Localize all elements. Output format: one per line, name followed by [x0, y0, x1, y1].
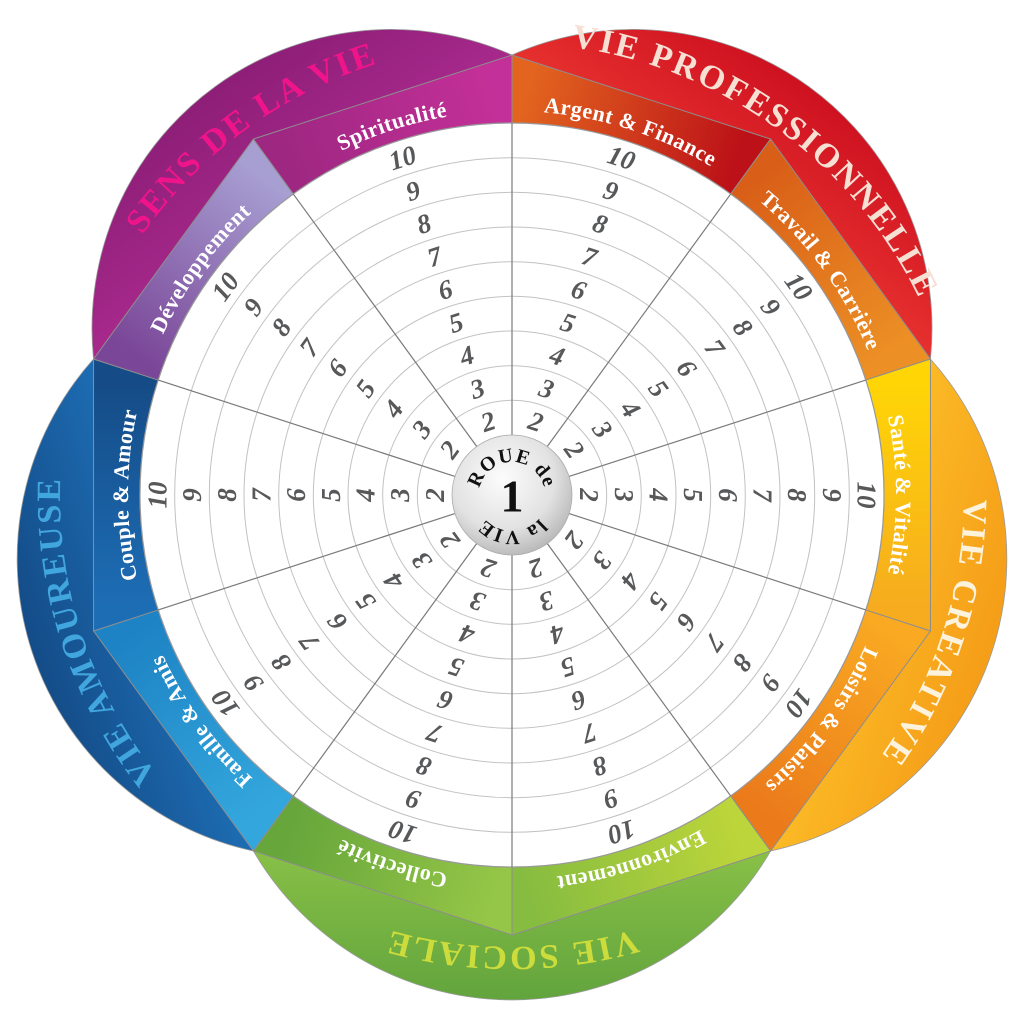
scale-number: 8	[782, 488, 812, 502]
scale-number: 2	[574, 487, 604, 502]
scale-number: 3	[385, 488, 415, 503]
center-badge	[451, 434, 573, 556]
scale-number: 4	[351, 488, 381, 503]
segment-divider	[568, 379, 866, 478]
scale-number: 9	[817, 488, 847, 502]
scale-number: 9	[177, 488, 207, 502]
segment-divider	[546, 193, 732, 447]
scale-number: 10	[143, 481, 173, 509]
scale-number: 6	[713, 488, 743, 502]
segment-divider	[292, 193, 478, 447]
scale-number: 8	[212, 488, 242, 502]
segment-divider	[568, 512, 866, 611]
scale-number: 4	[643, 487, 673, 502]
scale-number: 5	[678, 488, 708, 502]
scale-number: 7	[747, 488, 777, 503]
scale-number: 7	[247, 487, 277, 502]
segment-divider	[292, 543, 478, 797]
scale-number: 5	[316, 488, 346, 502]
segment-divider	[546, 543, 732, 797]
scale-number: 10	[851, 482, 881, 510]
scale-number: 2	[420, 488, 450, 503]
segment-divider	[158, 512, 456, 611]
scale-number: 6	[281, 488, 311, 502]
center-badge-value: 1	[501, 471, 524, 522]
scale-number: 3	[609, 487, 639, 502]
segment-divider	[158, 379, 456, 478]
